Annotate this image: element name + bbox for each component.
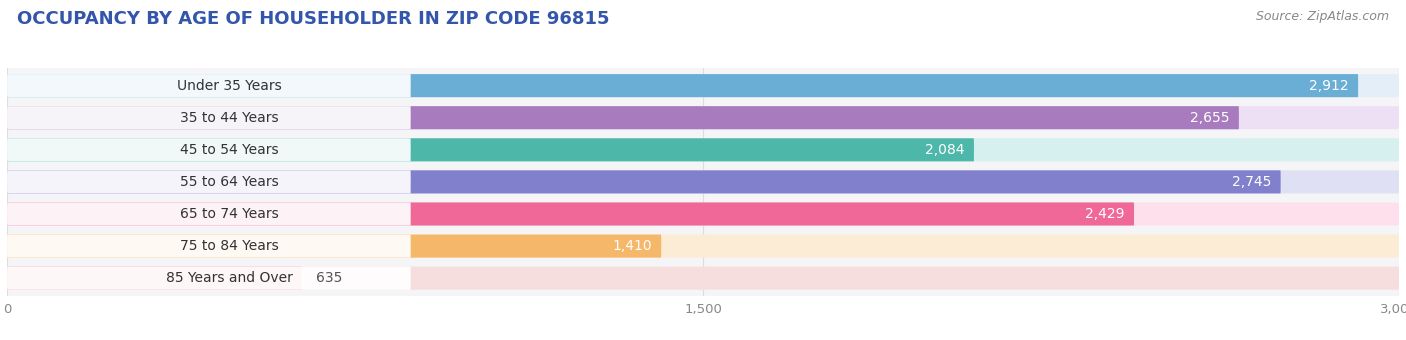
Text: 45 to 54 Years: 45 to 54 Years bbox=[180, 143, 278, 157]
FancyBboxPatch shape bbox=[7, 202, 1135, 225]
FancyBboxPatch shape bbox=[7, 267, 302, 290]
FancyBboxPatch shape bbox=[7, 138, 974, 162]
Text: Under 35 Years: Under 35 Years bbox=[177, 79, 281, 92]
FancyBboxPatch shape bbox=[7, 138, 411, 162]
Text: 65 to 74 Years: 65 to 74 Years bbox=[180, 207, 278, 221]
Text: 1,410: 1,410 bbox=[613, 239, 652, 253]
Text: 2,912: 2,912 bbox=[1309, 79, 1348, 92]
Text: OCCUPANCY BY AGE OF HOUSEHOLDER IN ZIP CODE 96815: OCCUPANCY BY AGE OF HOUSEHOLDER IN ZIP C… bbox=[17, 10, 609, 28]
FancyBboxPatch shape bbox=[7, 106, 1399, 129]
FancyBboxPatch shape bbox=[7, 106, 1239, 129]
Text: 35 to 44 Years: 35 to 44 Years bbox=[180, 111, 278, 125]
FancyBboxPatch shape bbox=[7, 235, 661, 258]
FancyBboxPatch shape bbox=[7, 170, 1399, 193]
FancyBboxPatch shape bbox=[7, 170, 1281, 193]
FancyBboxPatch shape bbox=[7, 74, 1399, 97]
Text: Source: ZipAtlas.com: Source: ZipAtlas.com bbox=[1256, 10, 1389, 23]
FancyBboxPatch shape bbox=[7, 202, 1399, 225]
Text: 85 Years and Over: 85 Years and Over bbox=[166, 271, 292, 285]
Text: 2,655: 2,655 bbox=[1189, 111, 1230, 125]
FancyBboxPatch shape bbox=[7, 74, 1358, 97]
Text: 55 to 64 Years: 55 to 64 Years bbox=[180, 175, 278, 189]
Text: 2,084: 2,084 bbox=[925, 143, 965, 157]
FancyBboxPatch shape bbox=[7, 235, 1399, 258]
FancyBboxPatch shape bbox=[7, 202, 411, 225]
FancyBboxPatch shape bbox=[7, 267, 1399, 290]
FancyBboxPatch shape bbox=[7, 74, 411, 97]
FancyBboxPatch shape bbox=[7, 235, 411, 258]
FancyBboxPatch shape bbox=[7, 138, 1399, 162]
FancyBboxPatch shape bbox=[7, 170, 411, 193]
Text: 2,745: 2,745 bbox=[1232, 175, 1271, 189]
FancyBboxPatch shape bbox=[7, 267, 411, 290]
Text: 2,429: 2,429 bbox=[1085, 207, 1125, 221]
Text: 75 to 84 Years: 75 to 84 Years bbox=[180, 239, 278, 253]
Text: 635: 635 bbox=[315, 271, 342, 285]
FancyBboxPatch shape bbox=[7, 106, 411, 129]
